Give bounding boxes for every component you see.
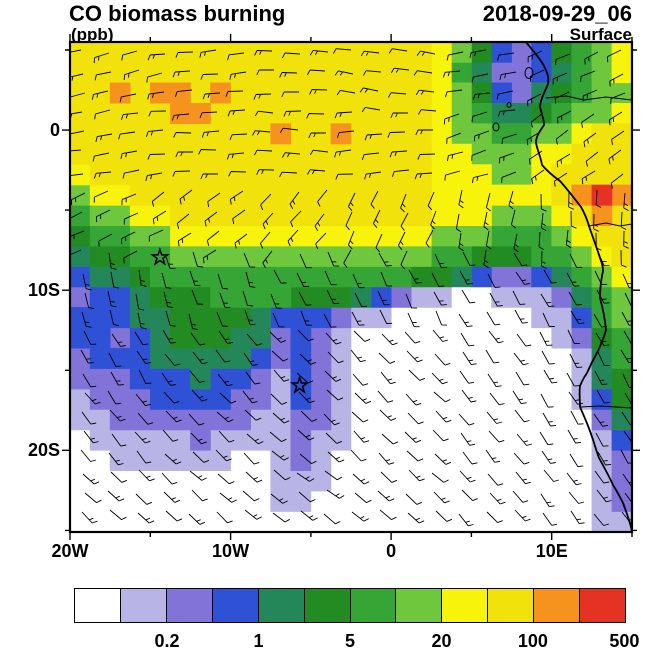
field-level-1	[70, 286, 632, 532]
coastline	[525, 42, 632, 532]
field-level-5	[70, 42, 632, 410]
colorbar-box	[442, 589, 489, 622]
colorbar-tick-label: 0.2	[154, 631, 180, 651]
colorbar-box	[488, 589, 535, 622]
plot-frame	[68, 40, 634, 534]
field-level-7	[70, 42, 632, 329]
x-axis-label: 10E	[535, 541, 568, 561]
colorbar-tick-label: 1	[253, 631, 264, 651]
colorbar-box	[350, 589, 397, 622]
colorbar-box	[120, 589, 167, 622]
x-axis-label: 10W	[212, 541, 250, 561]
colorbar-box	[304, 589, 351, 622]
star-marker	[289, 375, 310, 394]
island-outline	[492, 122, 500, 132]
field-level-10	[109, 82, 632, 226]
axis-ticks	[62, 34, 640, 540]
island-outline	[506, 102, 512, 108]
colorbar-box	[212, 589, 259, 622]
island-outline	[524, 67, 534, 79]
datetime-label: 2018-09-29_06	[482, 1, 632, 26]
star-marker	[149, 246, 170, 266]
country-border	[579, 405, 632, 409]
level-label: Surface	[569, 25, 632, 44]
colorbar-box	[534, 589, 581, 622]
colorbar-box	[166, 589, 213, 622]
x-axis-label: 20W	[51, 541, 89, 561]
y-axis-label: 0	[49, 120, 60, 141]
colorbar-box	[396, 589, 443, 622]
colorbar-box	[258, 589, 305, 622]
y-axis-label: 20S	[27, 440, 60, 461]
colorbar-tick-label: 500	[609, 631, 640, 651]
colorbar-box	[75, 589, 121, 622]
wind-barbs	[70, 48, 632, 527]
colorbar-tick-label: 100	[517, 631, 548, 651]
field-level-11	[591, 184, 613, 206]
colorbar-tick-label: 5	[344, 631, 356, 651]
colorbar-tick-label: 20	[431, 631, 452, 651]
colorbar-box	[580, 589, 626, 622]
country-border	[588, 222, 632, 227]
y-axis-label: 10S	[27, 280, 60, 301]
page-title: CO biomass burning	[69, 1, 286, 26]
x-axis-label: 0	[386, 541, 397, 561]
units-label: (ppb)	[71, 25, 114, 44]
co-field-layer	[70, 42, 632, 532]
colorbar	[74, 588, 626, 623]
